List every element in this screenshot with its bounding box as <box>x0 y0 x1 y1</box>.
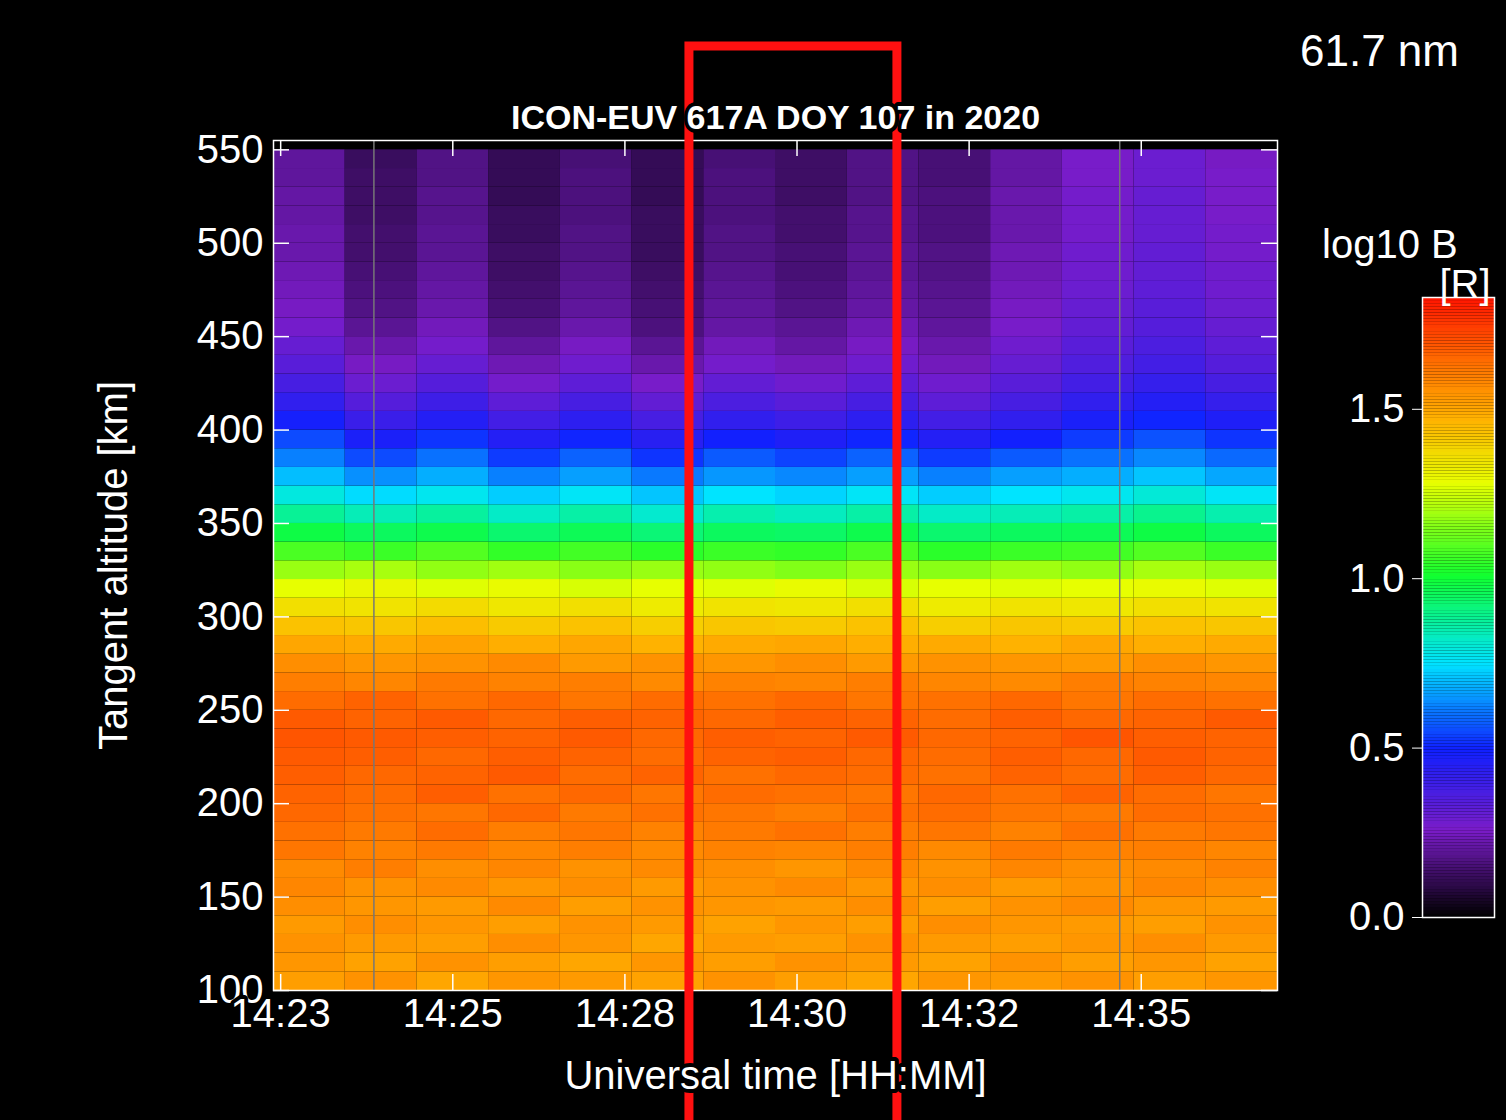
svg-text:Universal time [HH:MM]: Universal time [HH:MM] <box>564 1053 986 1097</box>
svg-text:0.5: 0.5 <box>1349 725 1405 769</box>
svg-text:350: 350 <box>197 500 264 544</box>
svg-text:150: 150 <box>197 874 264 918</box>
svg-text:550: 550 <box>197 127 264 171</box>
html-text:61.7 nm: 61.7 nm <box>1300 26 1459 75</box>
html-text:[R]: [R] <box>1439 262 1491 306</box>
svg-text:400: 400 <box>197 407 264 451</box>
svg-text:100: 100 <box>196 967 264 1012</box>
svg-text:14:32: 14:32 <box>919 991 1019 1035</box>
svg-text:1.5: 1.5 <box>1349 386 1405 430</box>
svg-text:300: 300 <box>197 594 264 638</box>
svg-text:0.0: 0.0 <box>1349 894 1405 938</box>
svg-text:1.0: 1.0 <box>1349 556 1405 600</box>
html-text:log10 B: log10 B <box>1322 222 1458 266</box>
svg-text:14:30: 14:30 <box>747 991 847 1035</box>
svg-text:200: 200 <box>197 780 264 824</box>
svg-text:Tangent altitude [km]: Tangent altitude [km] <box>91 381 135 750</box>
svg-text:14:23: 14:23 <box>231 991 331 1035</box>
svg-text:450: 450 <box>197 313 264 357</box>
svg-text:14:28: 14:28 <box>575 991 675 1035</box>
svg-text:500: 500 <box>197 220 264 264</box>
svg-text:14:35: 14:35 <box>1091 991 1191 1035</box>
svg-text:ICON-EUV 617A DOY 107 in 2020: ICON-EUV 617A DOY 107 in 2020 <box>511 98 1040 136</box>
svg-text:14:25: 14:25 <box>403 991 503 1035</box>
svg-text:250: 250 <box>197 687 264 731</box>
